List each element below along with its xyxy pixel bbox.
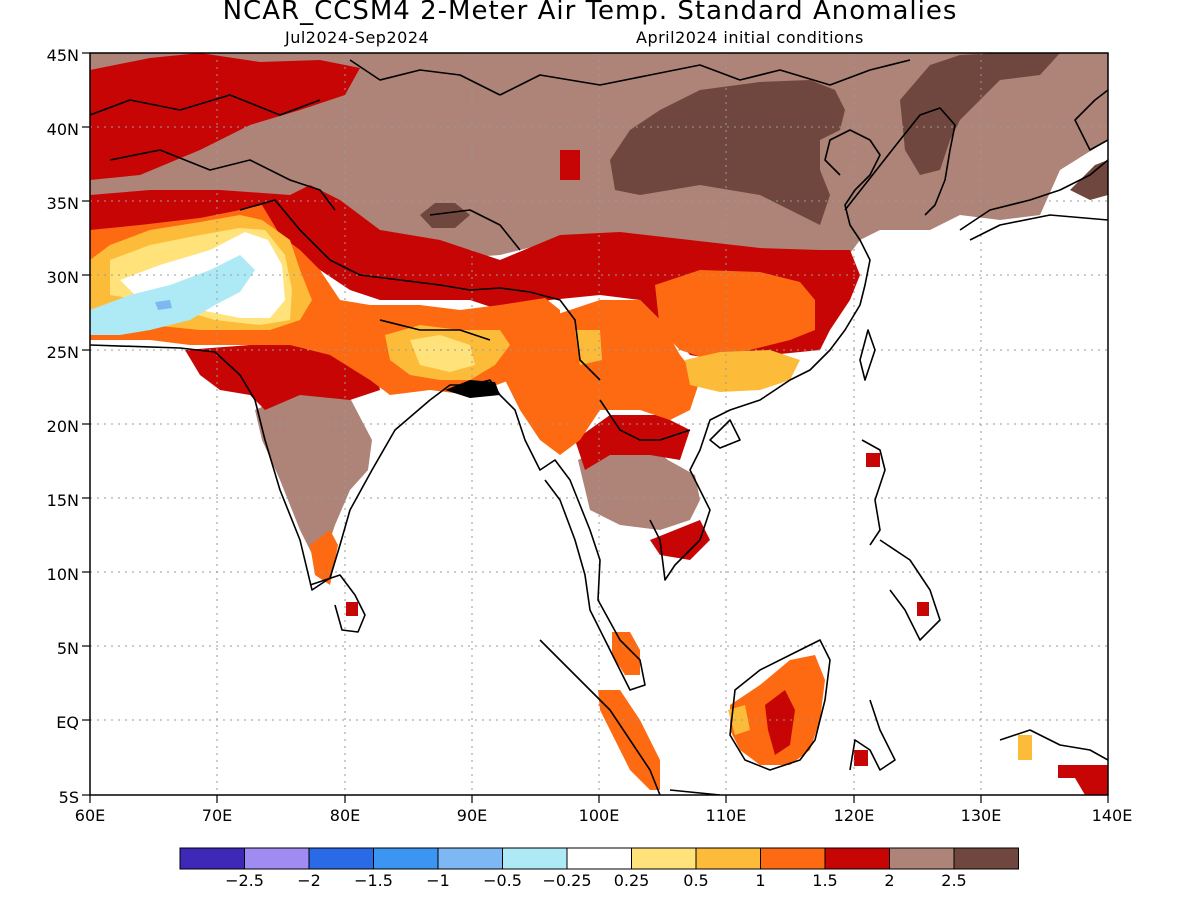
lat-tick-label: 40N — [47, 120, 79, 139]
anomaly-cell-p15-sulawesi — [854, 750, 868, 766]
lat-tick-label: 20N — [47, 417, 79, 436]
lon-tick-label: 100E — [579, 806, 620, 825]
colorbar-swatch — [631, 847, 697, 870]
colorbar-swatch — [695, 847, 761, 870]
axis-tick-marks — [82, 52, 1109, 803]
colorbar-label: 0.25 — [614, 871, 650, 890]
lon-tick-label: 90E — [457, 806, 487, 825]
lon-tick-labels: 60E 70E 80E 90E 100E 110E 120E 130E 140E — [75, 806, 1133, 825]
anomaly-region-p15-north — [90, 53, 360, 180]
anomaly-field — [90, 53, 1108, 795]
colorbar-swatch — [824, 847, 890, 870]
colorbar-swatch — [308, 847, 374, 870]
colorbar-label: −2.5 — [225, 871, 264, 890]
anomaly-region-p05-newguinea — [1018, 735, 1032, 760]
coastlines — [90, 59, 1108, 795]
colorbar: −2.5 −2 −1.5 −1 −0.5 −0.25 0.25 0.5 1 1.5 2 2.5 — [179, 847, 1019, 890]
anomaly-region-p15-newguinea — [1058, 765, 1108, 795]
lon-tick-label: 60E — [75, 806, 105, 825]
anomaly-region-p15-borneo-core — [765, 690, 795, 755]
colorbar-swatch — [889, 847, 955, 870]
anomaly-region-p25-japan — [1070, 160, 1108, 200]
lon-tick-label: 70E — [202, 806, 232, 825]
lon-tick-label: 120E — [834, 806, 875, 825]
colorbar-label: 2.5 — [941, 871, 966, 890]
lat-tick-label: EQ — [56, 713, 79, 732]
anomaly-region-p15-china-patch — [560, 150, 580, 180]
lon-tick-label: 80E — [330, 806, 360, 825]
lat-tick-label: 45N — [47, 46, 79, 65]
anomaly-region-p1-south-china — [655, 270, 815, 360]
anomaly-region-p1-india-south — [310, 530, 338, 585]
lon-tick-label: 130E — [961, 806, 1002, 825]
anomaly-region-p1-malaya — [612, 632, 640, 675]
colorbar-label: 1.5 — [812, 871, 837, 890]
anomaly-region-p2-indochina — [578, 445, 700, 530]
colorbar-label: 1 — [755, 871, 765, 890]
lat-tick-labels: 45N 40N 35N 30N 25N 20N 15N 10N 5N EQ 5S — [47, 46, 79, 807]
lat-tick-label: 35N — [47, 194, 79, 213]
lat-tick-label: 25N — [47, 343, 79, 362]
colorbar-swatch — [373, 847, 439, 870]
lat-tick-label: 30N — [47, 268, 79, 287]
initial-conditions: April2024 initial conditions — [636, 28, 864, 47]
colorbar-label: −1 — [426, 871, 450, 890]
anomaly-region-p1-indochina — [505, 300, 700, 455]
anomaly-region-p15-indochina — [575, 415, 690, 470]
anomaly-cell-p15-mindanao — [917, 602, 929, 616]
forecast-period: Jul2024-Sep2024 — [285, 28, 430, 47]
colorbar-swatch — [244, 847, 310, 870]
anomaly-region-p25-tibet — [420, 203, 470, 228]
colorbar-label: 2 — [884, 871, 894, 890]
map-gridlines — [90, 53, 1108, 795]
delta-marking — [445, 380, 500, 398]
colorbar-swatch — [760, 847, 826, 870]
anomaly-region-p15-vietnam — [650, 520, 710, 560]
anomaly-cell-p15-srilanka — [346, 602, 358, 616]
colorbar-swatch — [179, 847, 245, 870]
colorbar-swatch — [566, 847, 632, 870]
colorbar-label: −0.5 — [483, 871, 522, 890]
anomaly-region-neg025-pakistan — [90, 255, 255, 335]
anomaly-region-p25-mongolia — [610, 80, 845, 225]
lat-tick-label: 5N — [57, 639, 79, 658]
anomaly-region-p1-sumatra — [598, 690, 660, 790]
anomaly-region-p05-myanmar — [575, 330, 602, 365]
colorbar-swatch — [502, 847, 568, 870]
colorbar-label: −2 — [297, 871, 321, 890]
lat-tick-label: 10N — [47, 565, 79, 584]
colorbar-label: −0.25 — [542, 871, 591, 890]
anomaly-region-p05-south-china — [685, 350, 800, 392]
lon-tick-label: 110E — [706, 806, 747, 825]
anomaly-region-p25-manchuria — [900, 53, 1060, 175]
lon-tick-label: 140E — [1092, 806, 1133, 825]
map-title: NCAR_CCSM4 2-Meter Air Temp. Standard An… — [222, 0, 958, 26]
colorbar-swatch — [953, 847, 1019, 870]
anomaly-region-p2-india — [255, 390, 372, 570]
anomaly-region-p05-borneo — [728, 705, 750, 735]
lat-tick-label: 5S — [59, 788, 79, 807]
anomaly-region-p025-bengal — [410, 335, 475, 372]
anomaly-cell-p15-luzon — [866, 453, 880, 467]
colorbar-label: 0.5 — [683, 871, 708, 890]
colorbar-swatch — [437, 847, 503, 870]
colorbar-label: −1.5 — [354, 871, 393, 890]
anomaly-region-neg05-pakistan — [155, 300, 172, 310]
lat-tick-label: 15N — [47, 491, 79, 510]
anomaly-region-p15-india — [185, 345, 380, 410]
